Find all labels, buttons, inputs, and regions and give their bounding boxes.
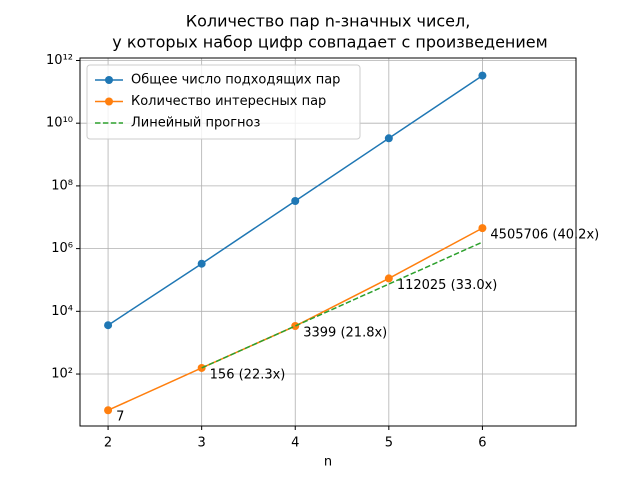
legend-marker <box>105 97 113 106</box>
data-label: 4505706 (40.2x) <box>490 228 599 243</box>
x-tick-label: 5 <box>385 436 393 451</box>
data-point <box>291 196 300 205</box>
data-label: 112025 (33.0x) <box>397 278 498 293</box>
y-tick-label: 10⁴ <box>51 304 73 319</box>
legend-label: Общее число подходящих пар <box>131 73 340 88</box>
y-tick-label: 10⁶ <box>51 241 73 256</box>
y-tick-label: 10¹² <box>46 53 73 68</box>
data-point <box>291 322 300 331</box>
data-point <box>478 71 487 80</box>
x-tick-label: 6 <box>478 436 486 451</box>
data-point <box>197 259 206 268</box>
plot-frame <box>79 57 577 427</box>
data-point <box>384 134 393 143</box>
data-label: 3399 (21.8x) <box>303 326 387 341</box>
chart-title: Количество пар n-значных чисел, <box>186 12 471 31</box>
legend-marker <box>105 76 113 84</box>
chart-subtitle: у которых набор цифр совпадает с произве… <box>112 33 547 52</box>
y-tick-label: 10¹⁰ <box>46 116 73 131</box>
data-point <box>478 224 487 233</box>
x-tick-label: 4 <box>291 436 299 451</box>
data-point <box>384 274 393 283</box>
data-label: 7 <box>116 410 124 425</box>
legend-label: Количество интересных пар <box>131 94 326 109</box>
y-tick-label: 10⁸ <box>51 178 73 193</box>
x-axis-label: n <box>324 455 332 470</box>
y-tick-label: 10² <box>51 367 73 382</box>
x-tick-label: 2 <box>104 436 112 451</box>
data-point <box>104 321 113 330</box>
legend-box <box>86 64 361 140</box>
series-line <box>201 241 483 369</box>
legend-label: Линейный прогноз <box>131 116 261 131</box>
data-label: 156 (22.3x) <box>210 367 286 382</box>
x-tick-label: 3 <box>198 436 206 451</box>
data-point <box>104 406 113 415</box>
